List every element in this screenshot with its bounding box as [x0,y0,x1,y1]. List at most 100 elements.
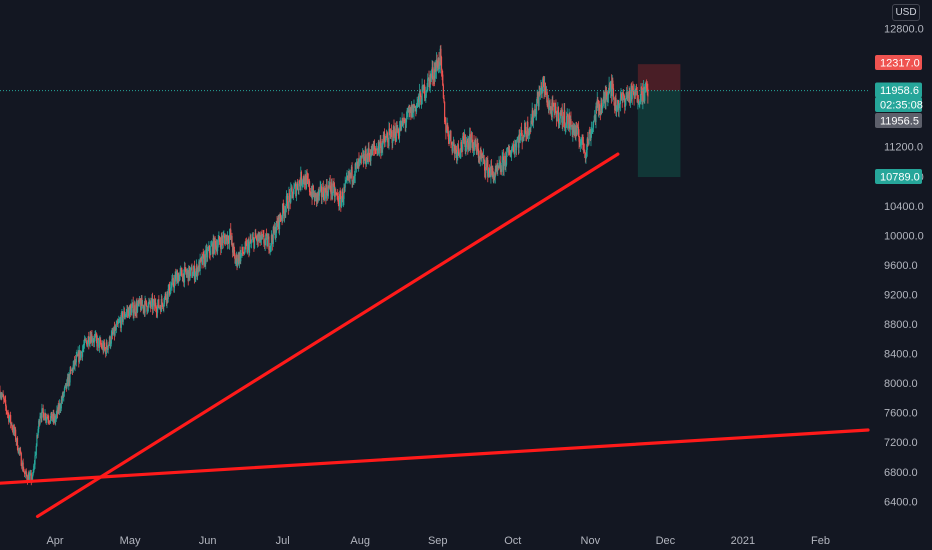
position-tool[interactable] [637,64,681,178]
candle-body [347,176,349,178]
candle-body [79,350,81,359]
trendlines[interactable] [0,152,870,519]
candle-body [523,136,525,138]
candle-body [6,412,9,414]
candle-body [345,180,347,183]
candle-body [185,267,187,273]
candle-body [392,141,394,143]
candle-body [155,308,157,313]
candle-body [81,349,84,357]
price-tick-label: 10400.0 [884,201,924,213]
candle-body [144,299,146,313]
candle-body [323,187,326,201]
candle-body [63,388,66,394]
candle-body [150,304,152,307]
candle-body [351,166,353,182]
candle-body [70,369,72,371]
candle-body [282,203,284,219]
candle-body [582,142,585,152]
candle-body [637,100,640,105]
candle-body [333,183,335,186]
candle-body [325,190,327,199]
candle-body [335,193,338,194]
candle-body [153,299,156,307]
candle-body [390,131,392,134]
candle-body [305,175,307,189]
candle-body [403,119,405,121]
currency-button[interactable]: USD [892,4,920,21]
candle-body [370,155,372,161]
candle-body [454,146,456,154]
candle-body [63,393,65,397]
candle-body [246,243,248,252]
candle-body [615,98,617,112]
candle-body [418,96,420,102]
candle-body [548,101,550,110]
candle-body [474,140,476,146]
candle-body [272,227,274,244]
candle-body [312,185,314,196]
candle-body [327,186,329,197]
candle-body [372,145,374,149]
candle-body [8,413,10,422]
candle-body [324,187,326,191]
candle-body [432,67,434,80]
candle-body [469,134,471,148]
candle-body [65,383,67,389]
candle-body [322,187,324,197]
candle-body [290,187,293,189]
candle-body [540,86,542,90]
candle-body [415,104,418,112]
candle-body [253,238,256,249]
candle-body [248,242,250,253]
candle-body [175,274,177,282]
candle-body [641,88,643,102]
candle-body [151,298,153,301]
candle-body [271,234,273,240]
candle-body [102,344,104,352]
candle-body [240,253,242,255]
candle-body [227,235,229,242]
candle-body [374,148,376,150]
candle-body [298,180,300,191]
candle-body [424,84,426,98]
candle-body [553,106,555,113]
candle-body [269,245,271,251]
candle-body [606,96,608,101]
candle-body [373,145,376,149]
candle-body [253,237,255,249]
candle-body [267,239,269,247]
candle-body [587,138,589,144]
candle-body [348,172,350,179]
candle-body [415,106,417,112]
trendline-1[interactable] [0,428,870,485]
candle-body [116,321,118,325]
candle-body [480,153,482,155]
trendline-2[interactable] [35,152,620,519]
candle-body [547,105,549,107]
price-tick-label: 6400.0 [884,496,918,508]
candle-body [538,91,540,107]
candle-body [322,187,324,198]
candle-body [98,339,101,348]
time-tick-label: Feb [811,535,830,547]
candle-body [362,154,364,164]
time-axis[interactable]: Apr May Jun Jul Aug Sep Oct Nov Dec 2021 Feb [46,535,829,547]
candle-body [163,303,165,308]
target-zone[interactable] [637,90,681,178]
candle-body [462,136,464,150]
candle-body [419,90,421,96]
candle-body [158,299,160,308]
candle-body [512,146,514,148]
candle-body [169,293,171,295]
candle-body [143,306,145,310]
candle-body [140,298,142,311]
candle-body [427,77,429,79]
candle-body [475,140,477,147]
candle-body [114,328,116,336]
candle-body [130,308,132,316]
candle-body [532,110,534,123]
candle-body [500,169,502,171]
candle-body [383,135,385,136]
